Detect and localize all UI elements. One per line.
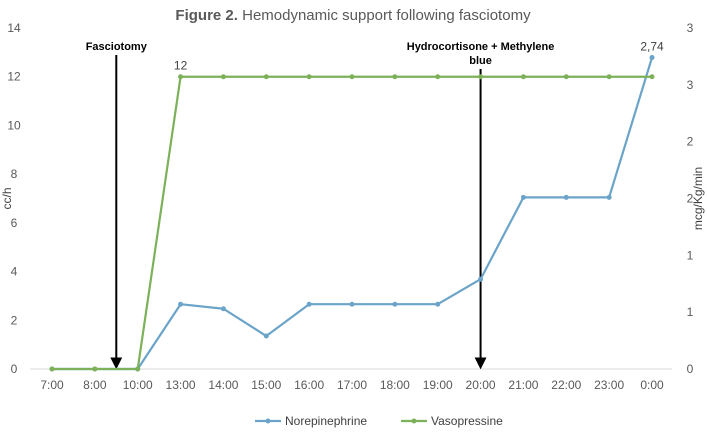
left-axis-tick-label: 2 (11, 313, 18, 327)
x-axis-tick-label: 22:00 (551, 378, 581, 392)
right-axis-tick-label: 3 (687, 78, 694, 92)
data-point-vasopressine (435, 74, 441, 80)
legend-layer: Norepinephrine Vasopressine (255, 414, 503, 428)
data-point-norepinephrine (306, 301, 312, 307)
legend-marker-norepinephrine (265, 418, 271, 424)
annotation-label: Hydrocortisone + Methylene (407, 41, 555, 53)
x-axis-tick-label: 17:00 (337, 378, 367, 392)
data-point-norepinephrine (478, 276, 484, 282)
data-point-vasopressine (349, 74, 355, 80)
left-axis-tick-label: 12 (7, 70, 21, 84)
data-label: 2,74 (640, 40, 664, 54)
chart-title: Figure 2. Hemodynamic support following … (175, 7, 531, 24)
data-label: 12 (174, 59, 188, 73)
data-point-vasopressine (306, 74, 312, 80)
data-point-vasopressine (392, 74, 398, 80)
chart-title-text: Hemodynamic support following fasciotomy (242, 7, 531, 24)
data-point-norepinephrine (435, 301, 441, 307)
x-axis-tick-label: 0:00 (640, 378, 664, 392)
data-point-vasopressine (263, 74, 269, 80)
series-layer (49, 55, 655, 372)
data-point-vasopressine (135, 366, 141, 372)
data-point-vasopressine (49, 366, 55, 372)
label-layer: 122,74 (174, 40, 664, 73)
left-axis-tick-label: 10 (7, 118, 21, 132)
data-point-norepinephrine (392, 301, 398, 307)
x-axis-tick-label: 20:00 (466, 378, 496, 392)
right-axis-tick-label: 0 (687, 362, 694, 376)
legend-label-vasopressine: Vasopressine (431, 414, 503, 428)
x-axis-tick-label: 18:00 (380, 378, 410, 392)
data-point-norepinephrine (349, 301, 355, 307)
data-point-norepinephrine (520, 194, 526, 200)
data-point-vasopressine (520, 74, 526, 80)
data-point-norepinephrine (649, 55, 655, 61)
data-point-norepinephrine (220, 306, 226, 312)
data-point-norepinephrine (178, 301, 184, 307)
left-axis-tick-label: 4 (11, 265, 18, 279)
data-point-vasopressine (606, 74, 612, 80)
x-axis-tick-label: 15:00 (251, 378, 281, 392)
left-axis-tick-label: 0 (11, 362, 18, 376)
right-axis-tick-label: 1 (687, 305, 694, 319)
x-axis-tick-label: 14:00 (208, 378, 238, 392)
data-point-norepinephrine (563, 194, 569, 200)
data-point-vasopressine (649, 74, 655, 80)
x-axis-tick-label: 19:00 (423, 378, 453, 392)
left-axis-tick-label: 8 (11, 167, 18, 181)
left-axis-tick-label: 14 (7, 21, 21, 35)
right-axis-tick-label: 2 (687, 192, 694, 206)
right-axis-tick-label: 3 (687, 21, 694, 35)
annotation-label: Fasciotomy (86, 41, 148, 53)
x-axis-tick-label: 23:00 (594, 378, 624, 392)
legend-label-norepinephrine: Norepinephrine (285, 414, 367, 428)
legend-marker-vasopressine (411, 418, 417, 424)
left-axis-label: cc/h (0, 187, 14, 209)
x-axis-tick-label: 8:00 (83, 378, 107, 392)
right-axis-tick-label: 1 (687, 248, 694, 262)
data-point-vasopressine (478, 74, 484, 80)
annotation-layer: Fasciotomy Hydrocortisone + Methylene blue (86, 41, 555, 370)
x-axis-tick-label: 10:00 (123, 378, 153, 392)
annotation-label: blue (469, 55, 492, 67)
data-point-vasopressine (563, 74, 569, 80)
x-axis-tick-label: 13:00 (166, 378, 196, 392)
x-axis-tick-label: 21:00 (508, 378, 538, 392)
x-axis-tick-label: 7:00 (40, 378, 64, 392)
chart-title-figure-number: Figure 2. (175, 7, 238, 24)
series-line-vasopressine (52, 75, 652, 371)
data-point-vasopressine (178, 74, 184, 80)
data-point-vasopressine (220, 74, 226, 80)
series-line-norepinephrine (52, 57, 654, 371)
data-point-norepinephrine (263, 333, 269, 339)
data-point-norepinephrine (606, 194, 612, 200)
data-point-vasopressine (92, 366, 98, 372)
right-axis-label: mcg/Kg/min (691, 167, 705, 230)
right-axis-tick-label: 2 (687, 135, 694, 149)
left-axis-tick-label: 6 (11, 216, 18, 230)
x-axis-tick-label: 16:00 (294, 378, 324, 392)
